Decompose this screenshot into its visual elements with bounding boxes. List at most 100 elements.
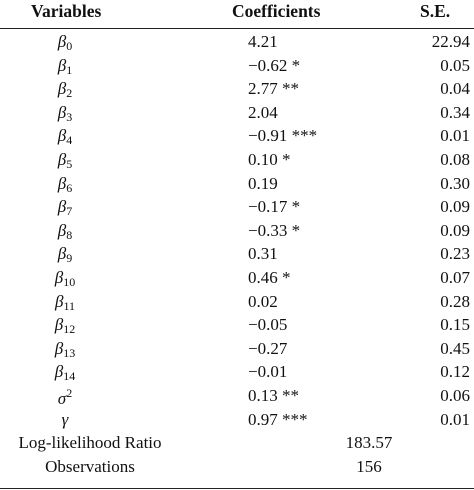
variable-cell: σ2 <box>0 386 130 409</box>
summary-label: Observations <box>45 456 135 476</box>
variable-symbol: β <box>57 32 67 51</box>
se-cell: 0.08 <box>440 149 470 169</box>
variable-cell: β5 <box>0 150 130 172</box>
coefficient-cell: −0.91 *** <box>248 126 318 146</box>
variable-subscript: 7 <box>66 204 73 219</box>
se-cell: 0.09 <box>440 197 470 217</box>
table-row: σ2 0.13 ** 0.06 <box>0 383 474 409</box>
se-cell: 0.30 <box>440 173 470 193</box>
variable-symbol: β <box>57 149 67 169</box>
table-row: β0 4.21 22.94 <box>0 29 474 53</box>
table-row: β7 −0.17 * 0.09 <box>0 194 474 218</box>
coefficient-cell: −0.62 * <box>248 55 301 75</box>
coefficient-cell: 4.21 <box>248 32 278 51</box>
variable-subscript: 10 <box>63 274 76 289</box>
table-header: Variables Coefficients S.E. <box>0 0 474 29</box>
summary-value: 156 <box>356 456 382 476</box>
variable-subscript: 5 <box>66 156 73 171</box>
variable-cell: β10 <box>0 268 130 290</box>
variable-symbol: σ <box>57 388 67 408</box>
se-cell: 0.04 <box>440 79 470 99</box>
bottom-rule <box>0 488 474 489</box>
coefficient-cell: 2.04 <box>248 102 278 122</box>
se-cell: 0.05 <box>440 55 470 75</box>
variable-cell: β7 <box>0 197 130 219</box>
variable-symbol: β <box>57 173 67 193</box>
se-cell: 0.34 <box>440 102 470 122</box>
variable-subscript: 8 <box>66 227 73 242</box>
header-se: S.E. <box>420 1 451 21</box>
variable-symbol: β <box>57 197 67 217</box>
variable-cell: β2 <box>0 79 130 101</box>
se-cell: 0.01 <box>440 126 470 146</box>
coefficient-cell: 0.13 ** <box>248 385 299 405</box>
variable-cell: β13 <box>0 339 130 361</box>
table-row: β5 0.10 * 0.08 <box>0 147 474 171</box>
variable-subscript: 4 <box>66 133 73 148</box>
se-cell: 0.12 <box>440 362 470 382</box>
variable-subscript: 0 <box>66 39 73 53</box>
coefficient-cell: 2.77 ** <box>248 79 299 99</box>
summary-value: 183.57 <box>345 433 393 453</box>
variable-cell: β14 <box>0 362 130 384</box>
summary-row: Observations 156 <box>0 454 474 478</box>
header-variables: Variables <box>31 1 102 21</box>
variable-subscript: 9 <box>66 251 73 266</box>
coefficient-cell: 0.46 * <box>248 267 291 287</box>
coefficient-cell: −0.05 <box>248 315 288 335</box>
variable-symbol: β <box>57 55 67 75</box>
variable-cell: β6 <box>0 174 130 196</box>
se-cell: 0.01 <box>440 409 470 429</box>
variable-symbol: β <box>54 267 64 287</box>
variable-cell: β3 <box>0 103 130 125</box>
variable-subscript: 2 <box>66 86 73 101</box>
variable-cell: β0 <box>0 32 130 54</box>
variable-symbol: β <box>54 291 64 311</box>
variable-cell: β8 <box>0 221 130 243</box>
se-cell: 0.07 <box>440 267 470 287</box>
table-row: β9 0.31 0.23 <box>0 241 474 265</box>
table-row: γ 0.97 *** 0.01 <box>0 407 474 431</box>
variable-subscript: 11 <box>63 298 76 313</box>
variable-symbol: β <box>54 362 64 382</box>
table-row: β3 2.04 0.34 <box>0 100 474 124</box>
variable-symbol: β <box>54 315 64 335</box>
table-row: β12 −0.05 0.15 <box>0 312 474 336</box>
variable-symbol: β <box>57 244 67 264</box>
variable-cell: β11 <box>0 292 130 314</box>
table-row: β14 −0.01 0.12 <box>0 359 474 383</box>
variable-subscript: 14 <box>63 369 76 384</box>
variable-cell: β12 <box>0 315 130 337</box>
coefficient-cell: 0.31 <box>248 244 278 264</box>
coefficient-cell: −0.01 <box>248 362 288 382</box>
variable-cell: β4 <box>0 126 130 148</box>
variable-symbol: γ <box>61 409 69 429</box>
coefficient-cell: 0.10 * <box>248 149 291 169</box>
se-cell: 0.23 <box>440 244 470 264</box>
se-cell: 0.06 <box>440 385 470 405</box>
regression-table: Variables Coefficients S.E. β0 4.21 22.94 β… <box>0 0 474 478</box>
table-body: β0 4.21 22.94 β1 −0.62 * 0.05 β2 2.77 ** 0.04 β3 2… <box>0 29 474 430</box>
se-cell: 0.45 <box>440 338 470 358</box>
variable-symbol: β <box>57 126 67 146</box>
variable-symbol: β <box>54 338 64 358</box>
table-row: β4 −0.91 *** 0.01 <box>0 123 474 147</box>
table-row: β11 0.02 0.28 <box>0 289 474 313</box>
table-row: β1 −0.62 * 0.05 <box>0 53 474 77</box>
se-cell: 0.09 <box>440 220 470 240</box>
variable-cell: β9 <box>0 244 130 266</box>
variable-symbol: β <box>57 79 67 99</box>
coefficient-cell: −0.17 * <box>248 197 301 217</box>
coefficient-cell: 0.02 <box>248 291 278 311</box>
variable-superscript: 2 <box>66 385 73 400</box>
table-row: β8 −0.33 * 0.09 <box>0 218 474 242</box>
coefficient-cell: −0.33 * <box>248 220 301 240</box>
se-cell: 0.15 <box>440 315 470 335</box>
coefficient-cell: −0.27 <box>248 338 288 358</box>
variable-cell: β1 <box>0 56 130 78</box>
variable-subscript: 1 <box>66 62 73 77</box>
table-row: β6 0.19 0.30 <box>0 171 474 195</box>
table-row: β10 0.46 * 0.07 <box>0 265 474 289</box>
variable-subscript: 3 <box>66 109 73 124</box>
variable-symbol: β <box>57 220 67 240</box>
